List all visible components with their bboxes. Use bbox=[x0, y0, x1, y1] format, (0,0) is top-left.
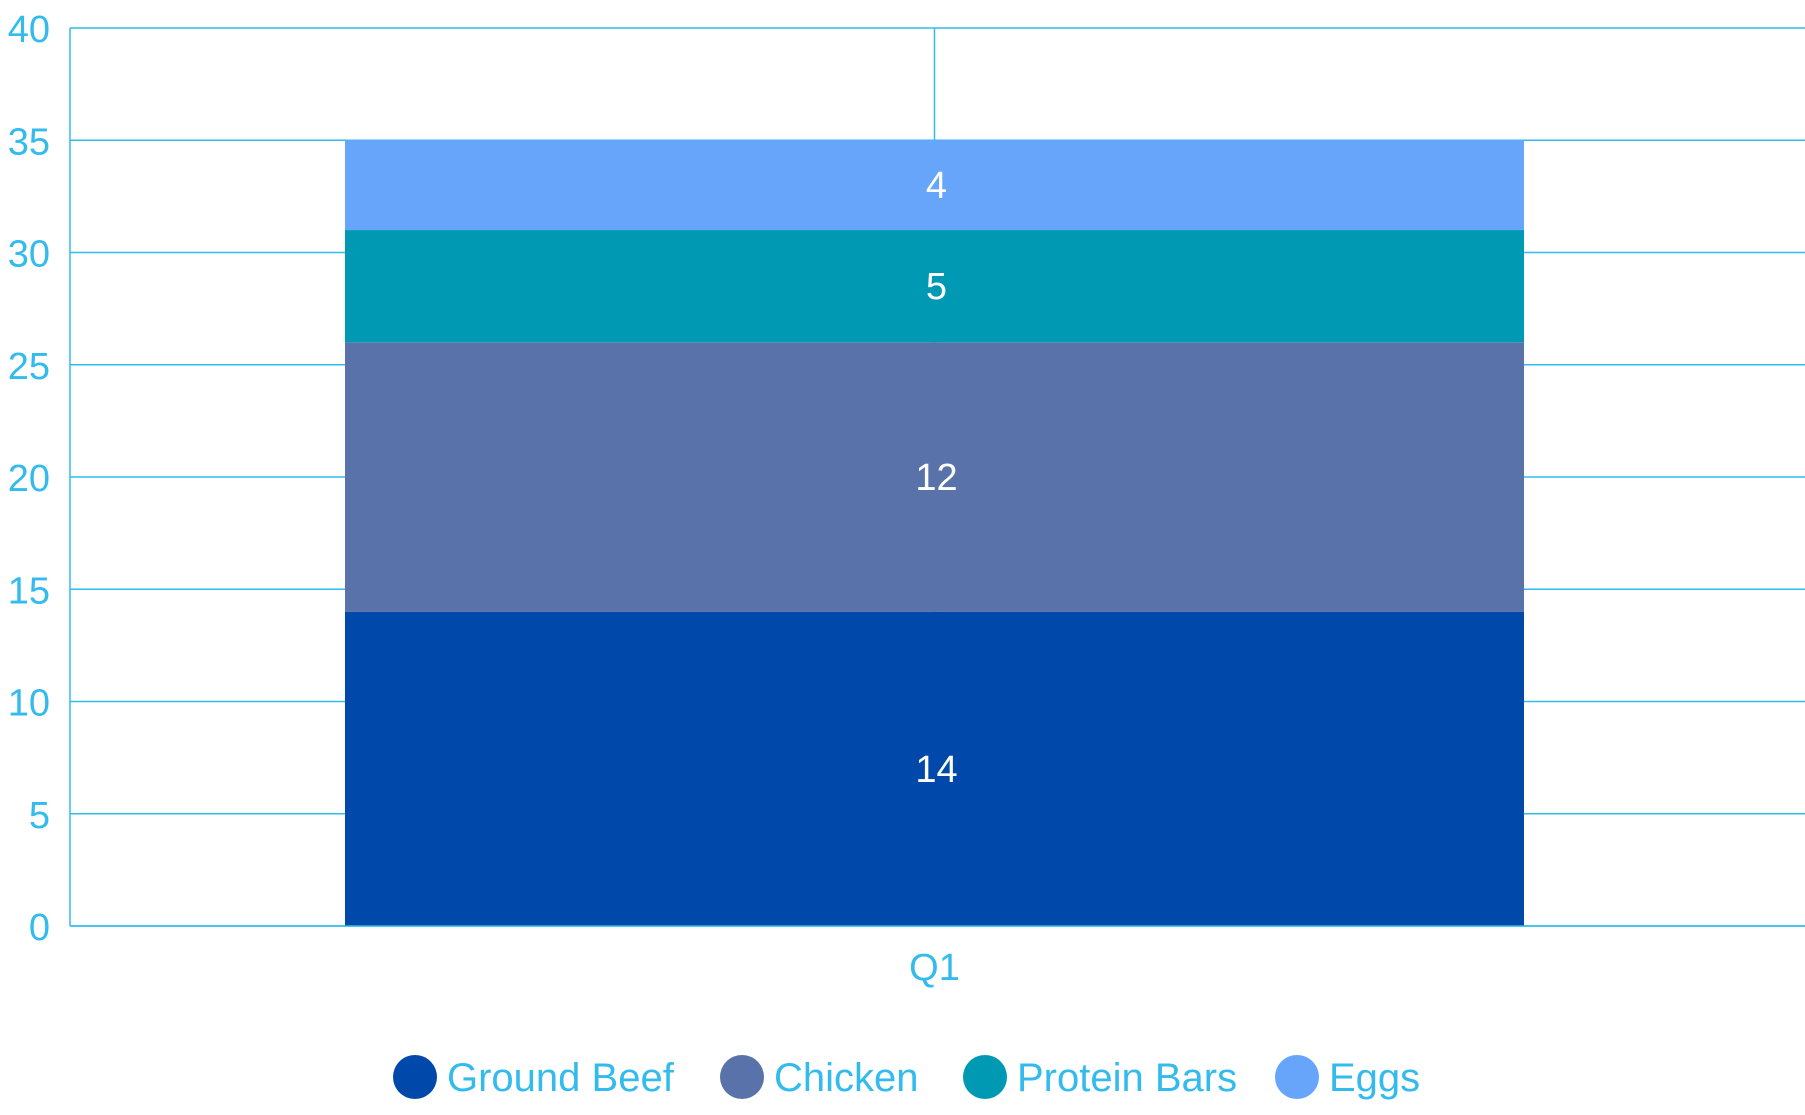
data-labels: 14 12 5 4 bbox=[915, 165, 957, 791]
x-tick-label-q1: Q1 bbox=[909, 947, 960, 989]
legend-marker-icon bbox=[393, 1055, 437, 1099]
data-label-eggs: 4 bbox=[926, 165, 947, 207]
legend-item-ground-beef: Ground Beef bbox=[393, 1055, 675, 1100]
bars bbox=[345, 140, 1524, 926]
data-label-protein-bars: 5 bbox=[926, 266, 947, 308]
data-label-chicken: 12 bbox=[915, 457, 957, 499]
data-label-ground-beef: 14 bbox=[915, 749, 957, 791]
axes: 0 5 10 15 20 25 30 35 40 Q1 bbox=[8, 9, 1805, 989]
bar-ground-beef-q1 bbox=[345, 611, 1524, 926]
y-tick-label-30: 30 bbox=[8, 234, 50, 276]
legend: Ground Beef Chicken Protein Bars Eggs bbox=[393, 1055, 1420, 1100]
bar-chicken-q1 bbox=[345, 342, 1524, 612]
y-tick-label-35: 35 bbox=[8, 121, 50, 163]
legend-marker-icon bbox=[963, 1055, 1007, 1099]
bar-eggs-q1 bbox=[345, 140, 1524, 231]
legend-item-chicken: Chicken bbox=[720, 1055, 919, 1100]
y-tick-label-15: 15 bbox=[8, 570, 50, 612]
y-tick-label-40: 40 bbox=[8, 9, 50, 51]
y-tick-label-20: 20 bbox=[8, 458, 50, 500]
y-tick-label-0: 0 bbox=[29, 907, 50, 949]
legend-label: Chicken bbox=[774, 1056, 919, 1100]
legend-label: Eggs bbox=[1329, 1056, 1420, 1100]
y-tick-label-25: 25 bbox=[8, 346, 50, 388]
y-tick-label-5: 5 bbox=[29, 795, 50, 837]
legend-label: Protein Bars bbox=[1017, 1056, 1237, 1100]
legend-label: Ground Beef bbox=[447, 1056, 675, 1100]
bar-protein-bars-q1 bbox=[345, 230, 1524, 343]
legend-item-eggs: Eggs bbox=[1275, 1055, 1420, 1100]
legend-marker-icon bbox=[1275, 1055, 1319, 1099]
legend-item-protein-bars: Protein Bars bbox=[963, 1055, 1237, 1100]
legend-marker-icon bbox=[720, 1055, 764, 1099]
y-tick-label-10: 10 bbox=[8, 683, 50, 725]
